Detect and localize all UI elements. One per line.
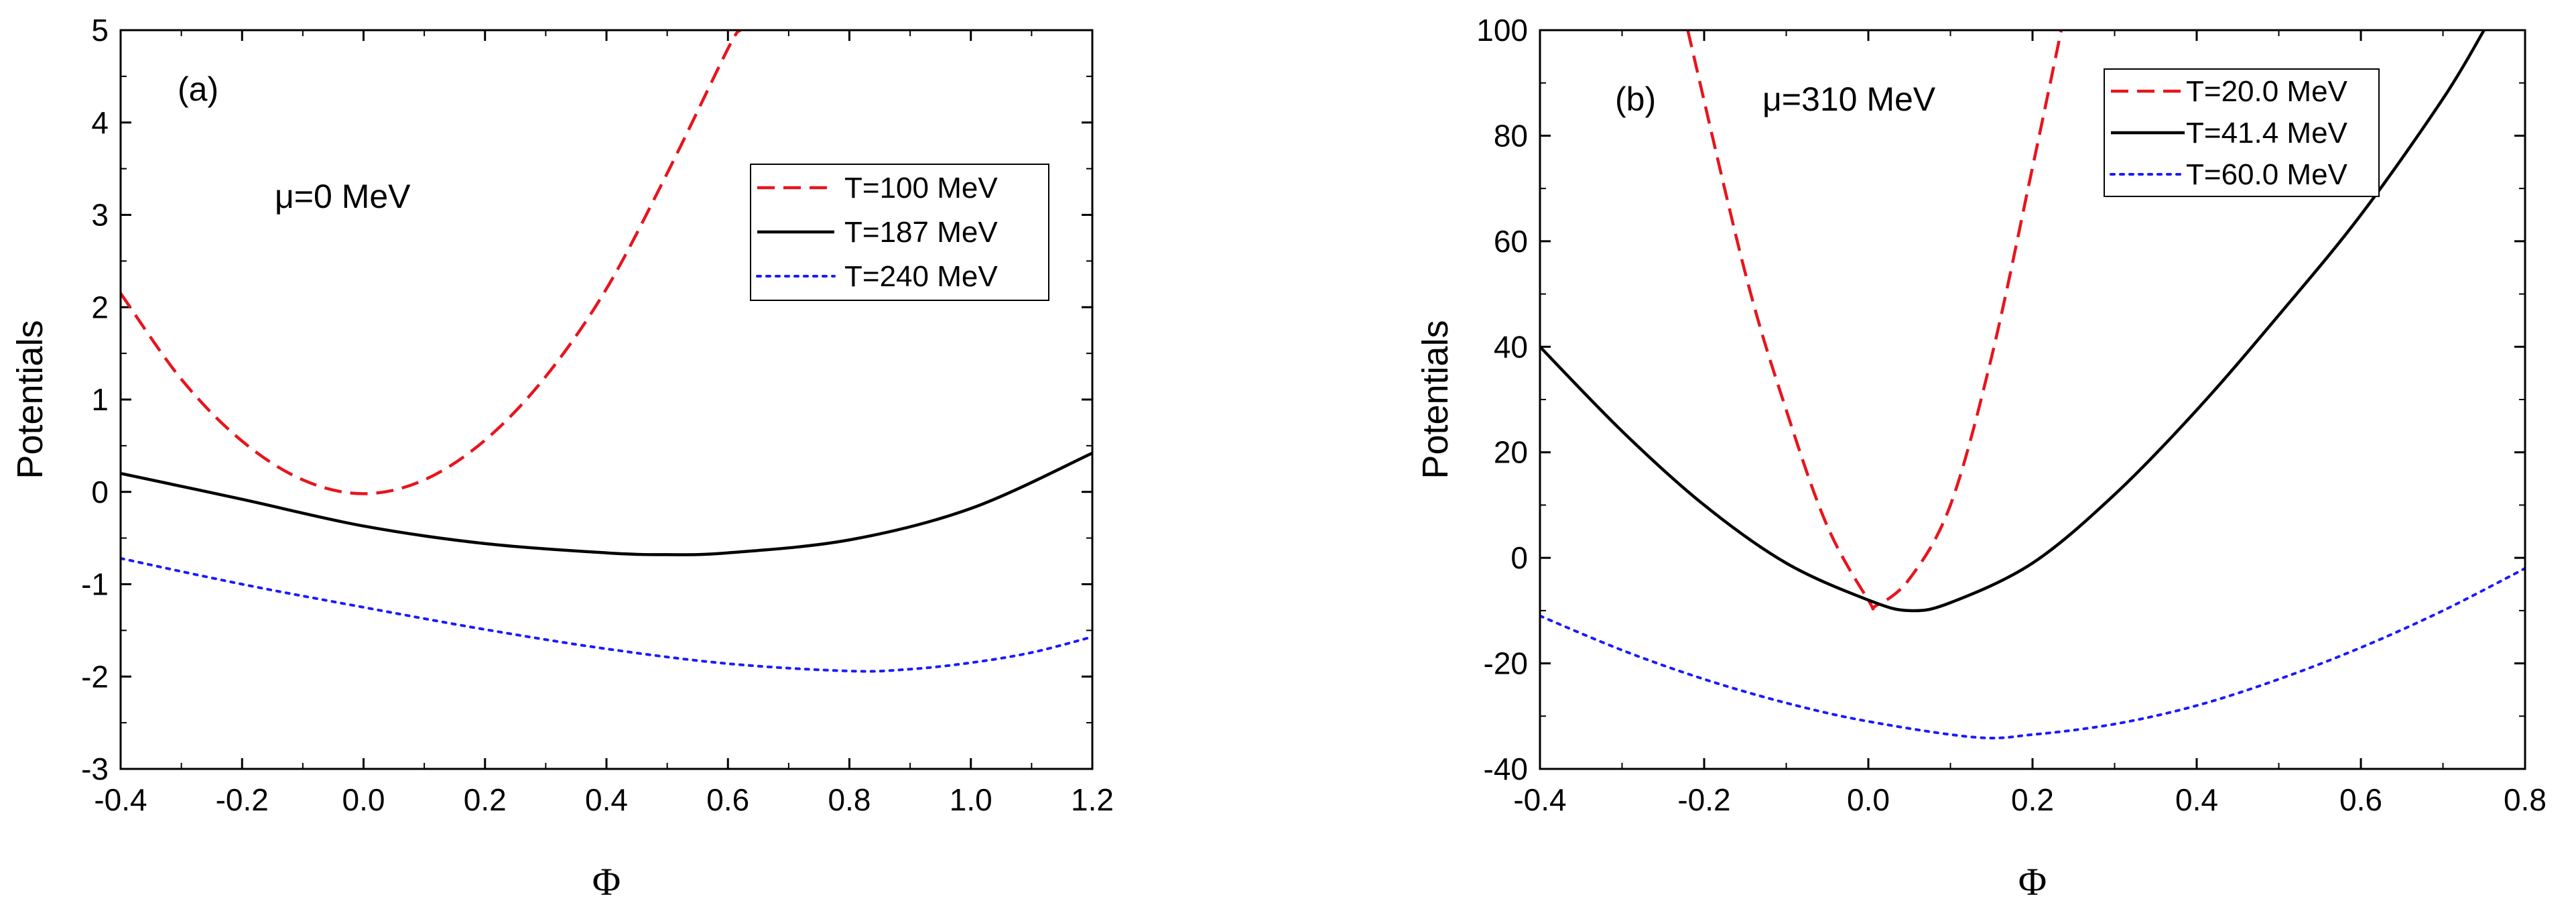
panel-b-annotation: μ=310 MeV [1762, 80, 1936, 118]
y-tick-label: 2 [91, 290, 109, 324]
b-series-line-2 [1540, 566, 2525, 740]
y-tick-label: 100 [1476, 13, 1528, 48]
panel-a-label: (a) [178, 70, 218, 108]
y-tick-label: -20 [1484, 646, 1528, 681]
panel-b-plot-frame [1539, 29, 2526, 770]
panel-a-legend-label-t187: T=187 MeV [844, 216, 998, 249]
panel-a-plot-frame [119, 29, 1094, 770]
y-tick-label: 0 [91, 475, 109, 509]
a-series-line-1 [121, 451, 1092, 556]
b-series-line-1 [1540, 30, 2486, 613]
x-tick-label: -0.2 [216, 782, 269, 817]
panel-a-chart: -3 -2 -1 0 1 2 3 4 5 -0.4 -0.2 0.0 0.2 0.4 0.6 0.8 1.0 1… [10, 13, 1114, 904]
x-tick-label: 0.6 [706, 782, 749, 817]
x-tick-label: -0.4 [94, 782, 147, 817]
x-tick-label: 0.4 [2175, 782, 2218, 817]
y-tick-label: 20 [1494, 435, 1528, 470]
x-tick-label: 1.2 [1071, 782, 1114, 817]
y-tick-label: 4 [91, 105, 109, 140]
y-tick-label: 1 [91, 382, 109, 417]
x-tick-label: 0.8 [828, 782, 871, 817]
x-tick-label: 0.2 [464, 782, 507, 817]
x-tick-label: 0.8 [2504, 782, 2547, 817]
panel-a-y-axis-title: Potentials [10, 320, 50, 479]
y-tick-label: 60 [1494, 224, 1528, 259]
y-tick-label: -40 [1484, 751, 1528, 786]
y-tick-label: 80 [1494, 118, 1528, 153]
x-tick-label: -0.2 [1677, 782, 1730, 817]
x-tick-label: 0.0 [1847, 782, 1890, 817]
panel-a-annotation: μ=0 MeV [275, 178, 411, 215]
x-tick-label: 0.0 [342, 782, 385, 817]
y-tick-label: 3 [91, 198, 109, 233]
x-tick-label: 0.2 [2011, 782, 2054, 817]
panel-a-legend-label-t100: T=100 MeV [844, 172, 998, 204]
y-tick-label: -2 [81, 659, 109, 694]
x-tick-label: -0.4 [1513, 782, 1566, 817]
panel-b-legend: T=20.0 MeV T=41.4 MeV T=60.0 MeV [2104, 68, 2380, 197]
panel-a-x-axis-title: Φ [592, 860, 621, 904]
y-tick-label: 5 [91, 13, 109, 48]
panel-b-x-axis-title: Φ [2018, 860, 2047, 904]
panel-a-legend: T=100 MeV T=187 MeV T=240 MeV [750, 164, 1049, 301]
panel-b-label: (b) [1615, 80, 1656, 118]
y-tick-label: 0 [1510, 540, 1528, 575]
b-series-line-0 [1686, 30, 2063, 611]
panel-b-legend-label-t60: T=60.0 MeV [2186, 158, 2348, 191]
y-tick-label: -1 [81, 567, 109, 602]
y-tick-label: 40 [1494, 329, 1528, 364]
panel-b-y-axis-title: Potentials [1415, 320, 1456, 479]
a-series-line-2 [121, 556, 1092, 673]
panel-b-legend-label-t20: T=20.0 MeV [2186, 75, 2348, 108]
panel-b-chart: -40 -20 0 20 40 60 80 100 -0.4 -0.2 0.0 0.2 0.4 0.6 0… [1415, 13, 2547, 904]
y-tick-label: -3 [81, 751, 109, 786]
x-tick-label: 0.4 [585, 782, 628, 817]
panel-b-legend-label-t41: T=41.4 MeV [2186, 117, 2348, 149]
a-series-line-0 [121, 30, 742, 495]
x-tick-label: 0.6 [2339, 782, 2382, 817]
panel-a-legend-label-t240: T=240 MeV [844, 260, 998, 293]
x-tick-label: 1.0 [950, 782, 992, 817]
